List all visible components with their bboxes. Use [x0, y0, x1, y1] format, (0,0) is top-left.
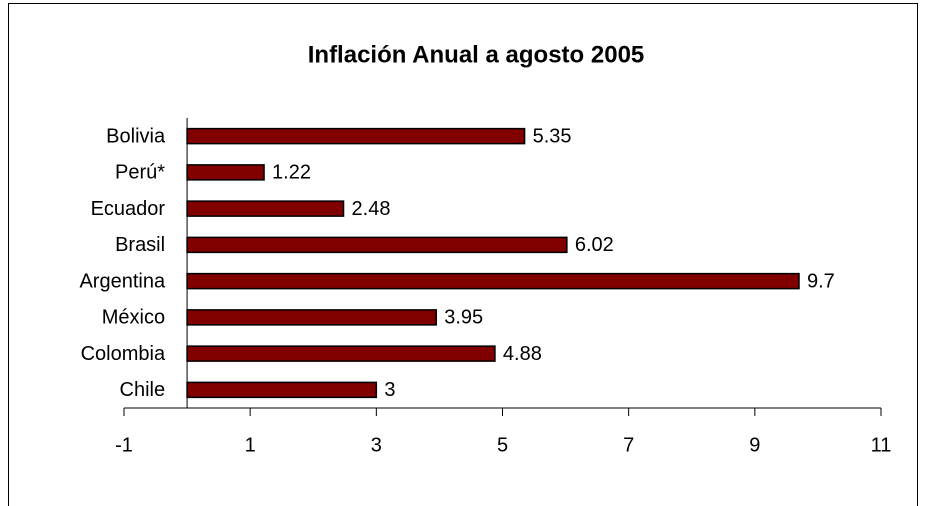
y-tick-label: Brasil: [115, 234, 165, 256]
x-tick-label: -1: [115, 434, 133, 456]
x-tick-label: 11: [871, 434, 892, 456]
x-tick-label: 5: [497, 434, 508, 456]
bar: [186, 236, 568, 254]
y-tick-label: Argentina: [79, 270, 165, 292]
bar: [186, 309, 438, 326]
data-label: 5.35: [533, 125, 572, 147]
data-label: 2.48: [352, 198, 391, 220]
y-tick-label: México: [102, 307, 165, 329]
data-label: 6.02: [575, 234, 614, 256]
data-label: 4.88: [503, 343, 542, 365]
x-tick-label: 9: [749, 434, 760, 456]
bar: [186, 164, 265, 181]
bar: [186, 272, 800, 290]
y-tick-label: Bolivia: [106, 125, 166, 147]
bar: [186, 127, 526, 145]
data-label: 3: [384, 379, 395, 401]
x-tick-label: 7: [623, 434, 634, 456]
y-tick-label: Perú*: [115, 162, 165, 184]
data-label: 9.7: [807, 270, 835, 292]
chart-title: Inflación Anual a agosto 2005: [308, 41, 645, 68]
bar: [186, 381, 378, 399]
bar: [186, 345, 496, 362]
x-tick-label: 3: [371, 434, 382, 456]
y-tick-label: Colombia: [81, 343, 166, 365]
chart-frame: [8, 3, 918, 506]
data-label: 3.95: [444, 307, 483, 329]
x-tick-label: 1: [245, 434, 256, 456]
y-tick-label: Ecuador: [91, 198, 166, 220]
y-tick-label: Chile: [120, 379, 166, 401]
bar: [186, 200, 345, 217]
data-label: 1.22: [272, 162, 311, 184]
